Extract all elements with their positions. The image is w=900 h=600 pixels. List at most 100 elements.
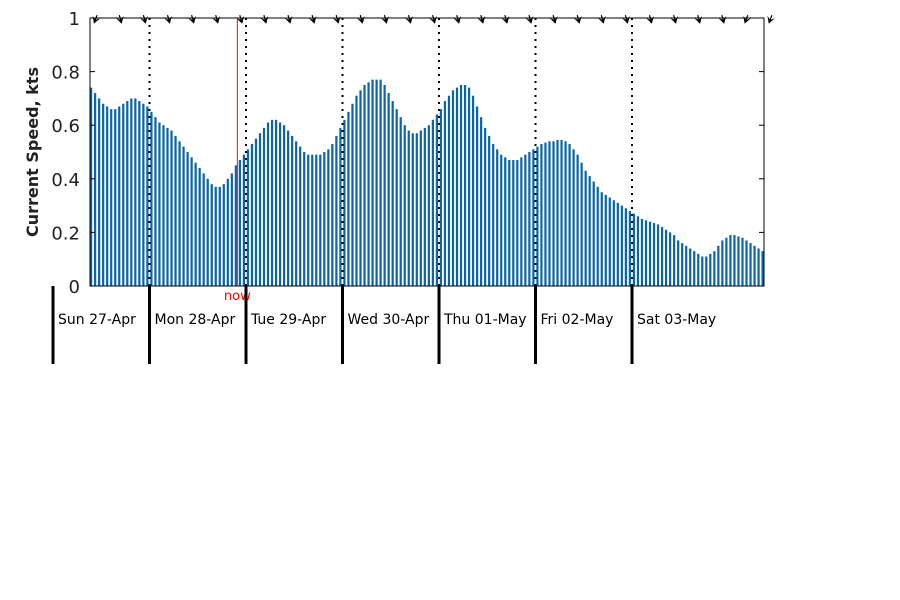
bar [246, 149, 250, 286]
day-label: Sun 27-Apr [58, 312, 136, 328]
bar [484, 127, 487, 286]
bar [435, 114, 438, 286]
bar [287, 130, 290, 286]
bar [411, 133, 414, 286]
bar [138, 101, 141, 286]
bar [299, 146, 302, 286]
bar [576, 154, 579, 286]
bar [536, 146, 539, 286]
bar [242, 154, 245, 286]
bar [745, 240, 748, 286]
bar [315, 154, 318, 286]
bar [721, 240, 724, 286]
direction-arrow-icon [236, 14, 245, 24]
direction-arrow-icon [356, 14, 365, 24]
bar [709, 253, 712, 286]
bar [182, 146, 185, 286]
bar [174, 135, 177, 286]
bar [359, 90, 362, 286]
bar [556, 139, 559, 286]
bar [383, 85, 386, 286]
bar [476, 106, 479, 286]
bar [496, 149, 499, 286]
bar [681, 243, 684, 286]
bar [391, 101, 394, 286]
bar [134, 98, 137, 287]
bar [572, 149, 575, 286]
bar [379, 79, 382, 286]
bar [106, 106, 109, 286]
bar [278, 122, 282, 287]
bar [351, 103, 354, 286]
bar [584, 170, 587, 286]
direction-arrow-icon [646, 14, 654, 24]
bar [660, 227, 664, 286]
bar [612, 200, 615, 286]
bar [500, 154, 503, 286]
bar [222, 184, 225, 286]
bar [395, 109, 398, 287]
bar [150, 111, 153, 286]
direction-arrow-icon [212, 14, 221, 24]
bar [548, 141, 551, 286]
bar [588, 176, 591, 286]
bar [733, 235, 736, 286]
direction-arrow-icon [260, 14, 269, 24]
bar [238, 160, 241, 286]
bar [90, 87, 93, 287]
bar [431, 119, 434, 286]
bar [596, 186, 599, 286]
day-label: Sat 03-May [637, 312, 716, 328]
bar [110, 109, 113, 287]
direction-arrow-icon [501, 14, 510, 24]
direction-arrow-icon [429, 14, 438, 24]
now-label: now [224, 289, 251, 304]
bar [616, 202, 619, 286]
bar [504, 157, 507, 286]
bar [467, 87, 471, 287]
bar [636, 216, 640, 286]
bar [451, 90, 455, 286]
bar [198, 168, 201, 286]
direction-arrow-icon [164, 14, 172, 24]
bar [218, 186, 221, 286]
bar [701, 256, 704, 286]
day-label: Thu 01-May [443, 312, 527, 328]
y-axis-label: Current Speed, kts [23, 67, 42, 237]
bar [729, 235, 732, 286]
bar [492, 143, 495, 286]
bar [463, 85, 467, 286]
day-label: Tue 29-Apr [250, 312, 326, 328]
bar [154, 117, 157, 286]
bar [459, 85, 463, 286]
direction-arrow-icon [525, 14, 534, 24]
bar [673, 235, 676, 286]
bar [94, 93, 97, 286]
bar [608, 197, 611, 286]
bar [367, 82, 370, 286]
direction-arrow-icon [573, 14, 582, 24]
bar [274, 119, 278, 286]
bar [158, 122, 161, 287]
bar [488, 135, 491, 286]
bar [580, 162, 583, 286]
bar [427, 125, 430, 286]
bar [170, 130, 173, 286]
bar [761, 251, 764, 286]
direction-arrow-icon [308, 14, 317, 24]
bar [206, 178, 209, 286]
bar [291, 135, 294, 286]
bar [283, 125, 286, 286]
direction-arrow-icon [597, 14, 606, 24]
bar [347, 111, 350, 286]
bar [632, 213, 636, 286]
bar [399, 117, 402, 286]
bar [592, 181, 595, 286]
bar [516, 160, 519, 286]
bar [447, 95, 451, 286]
bar [327, 149, 330, 286]
bar [640, 219, 644, 286]
bar [512, 160, 515, 286]
bar [226, 178, 229, 286]
